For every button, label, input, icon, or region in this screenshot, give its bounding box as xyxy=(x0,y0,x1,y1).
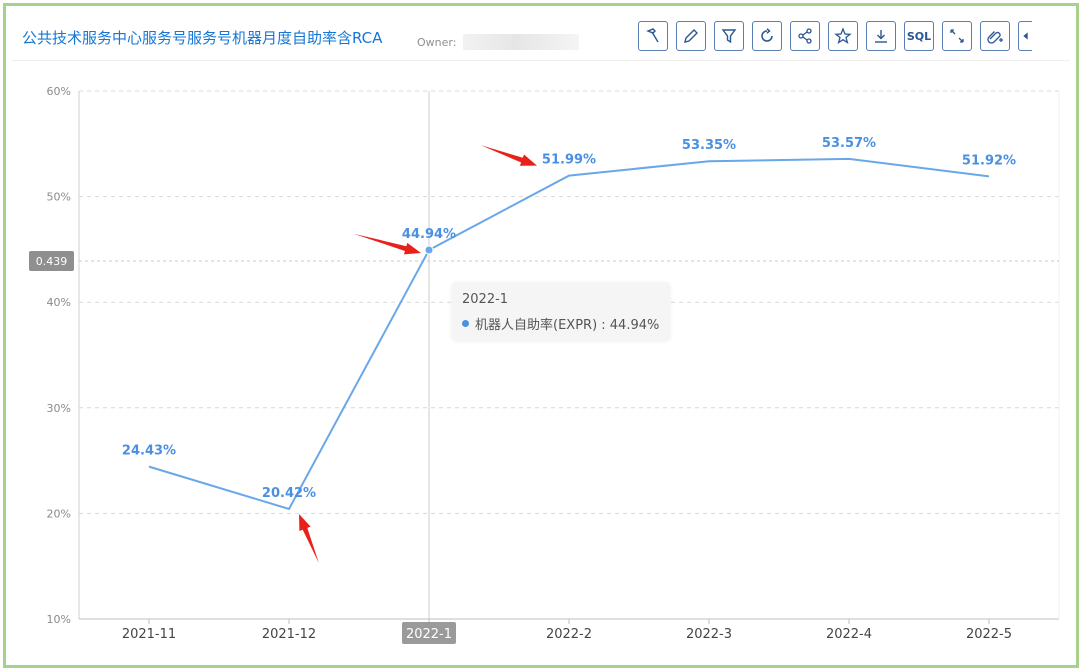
series-dot xyxy=(462,320,469,327)
data-label: 51.99% xyxy=(542,153,596,168)
panel-header: 公共技术服务中心服务号服务号机器月度自助率含RCA Owner: xyxy=(16,20,1076,60)
y-tick-label: 30% xyxy=(47,402,71,415)
build-button[interactable] xyxy=(638,21,668,51)
data-label: 53.35% xyxy=(682,138,736,153)
x-tick-label: 2021-11 xyxy=(122,627,176,642)
favorite-button[interactable] xyxy=(828,21,858,51)
share-icon xyxy=(798,28,812,44)
add-link-button[interactable] xyxy=(980,21,1010,51)
crosshair-y-label: 0.439 xyxy=(36,255,68,268)
x-tick-label: 2022-4 xyxy=(826,627,872,642)
refresh-button[interactable] xyxy=(752,21,782,51)
annotation-arrow xyxy=(480,145,537,166)
tooltip-value: 机器人自助率(EXPR) : 44.94% xyxy=(475,318,660,333)
x-tick-label: 2022-1 xyxy=(406,627,452,642)
data-label: 44.94% xyxy=(402,227,456,242)
data-label: 51.92% xyxy=(962,153,1016,168)
sql-button[interactable]: SQL xyxy=(904,21,934,51)
edit-button[interactable] xyxy=(676,21,706,51)
download-icon xyxy=(875,30,887,43)
x-tick-label: 2022-5 xyxy=(966,627,1012,642)
header-divider xyxy=(12,60,1070,61)
x-tick-label: 2022-2 xyxy=(546,627,592,642)
data-point xyxy=(424,245,434,255)
add-link-icon xyxy=(987,31,1003,44)
y-tick-label: 10% xyxy=(47,613,71,626)
annotation-arrow xyxy=(299,514,319,564)
x-tick-label: 2021-12 xyxy=(262,627,316,642)
annotation-arrow xyxy=(353,233,421,255)
filter-icon xyxy=(721,29,737,44)
crosshair-x-badge xyxy=(402,622,456,644)
data-label: 53.57% xyxy=(822,136,876,151)
data-label: 20.42% xyxy=(262,486,316,501)
star-icon xyxy=(834,27,852,44)
more-button[interactable] xyxy=(1018,21,1032,51)
download-button[interactable] xyxy=(866,21,896,51)
owner-name-redacted xyxy=(463,34,579,50)
data-tooltip: 2022-1 机器人自助率(EXPR) : 44.94% xyxy=(452,282,670,340)
data-label: 24.43% xyxy=(122,444,176,459)
tooltip-title: 2022-1 xyxy=(462,292,509,307)
refresh-icon xyxy=(761,28,773,42)
sql-icon: SQL xyxy=(906,29,932,43)
hammer-icon xyxy=(646,28,659,43)
crosshair-y-badge xyxy=(29,251,74,272)
y-tick-label: 20% xyxy=(47,507,71,520)
series-line xyxy=(148,157,990,511)
share-button[interactable] xyxy=(790,21,820,51)
fullscreen-button[interactable] xyxy=(942,21,972,51)
y-tick-label: 50% xyxy=(47,191,71,204)
owner-label: Owner: xyxy=(417,36,457,49)
x-tick-label: 2022-3 xyxy=(686,627,732,642)
panel-title: 公共技术服务中心服务号服务号机器月度自助率含RCA xyxy=(22,29,383,47)
pencil-icon xyxy=(684,29,698,43)
expand-icon xyxy=(950,29,964,43)
tooltip-row: 机器人自助率(EXPR) : 44.94% xyxy=(462,314,659,333)
filter-button[interactable] xyxy=(714,21,744,51)
y-tick-label: 60% xyxy=(47,85,71,98)
arrow-left-icon xyxy=(1023,32,1028,40)
toolbar: SQL xyxy=(638,21,1032,55)
y-tick-label: 40% xyxy=(47,296,71,309)
